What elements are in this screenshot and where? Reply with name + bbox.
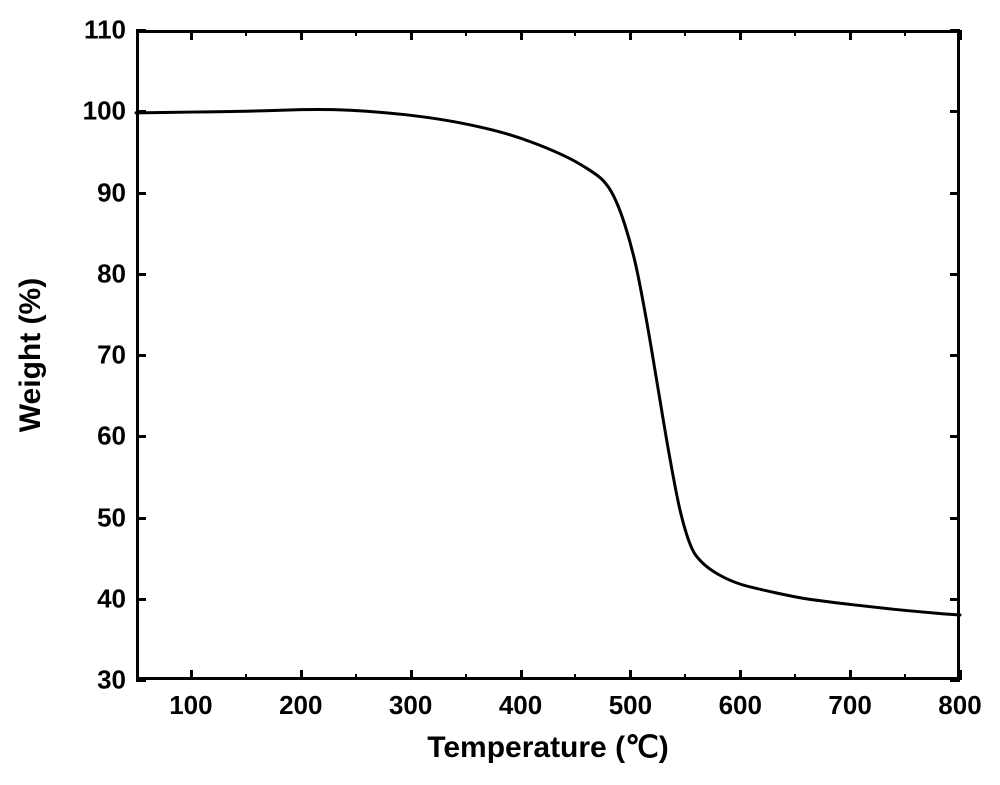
curve-svg (0, 0, 1000, 785)
tga-chart: 1002003004005006007008003040506070809010… (0, 0, 1000, 785)
weight-curve (136, 109, 960, 615)
